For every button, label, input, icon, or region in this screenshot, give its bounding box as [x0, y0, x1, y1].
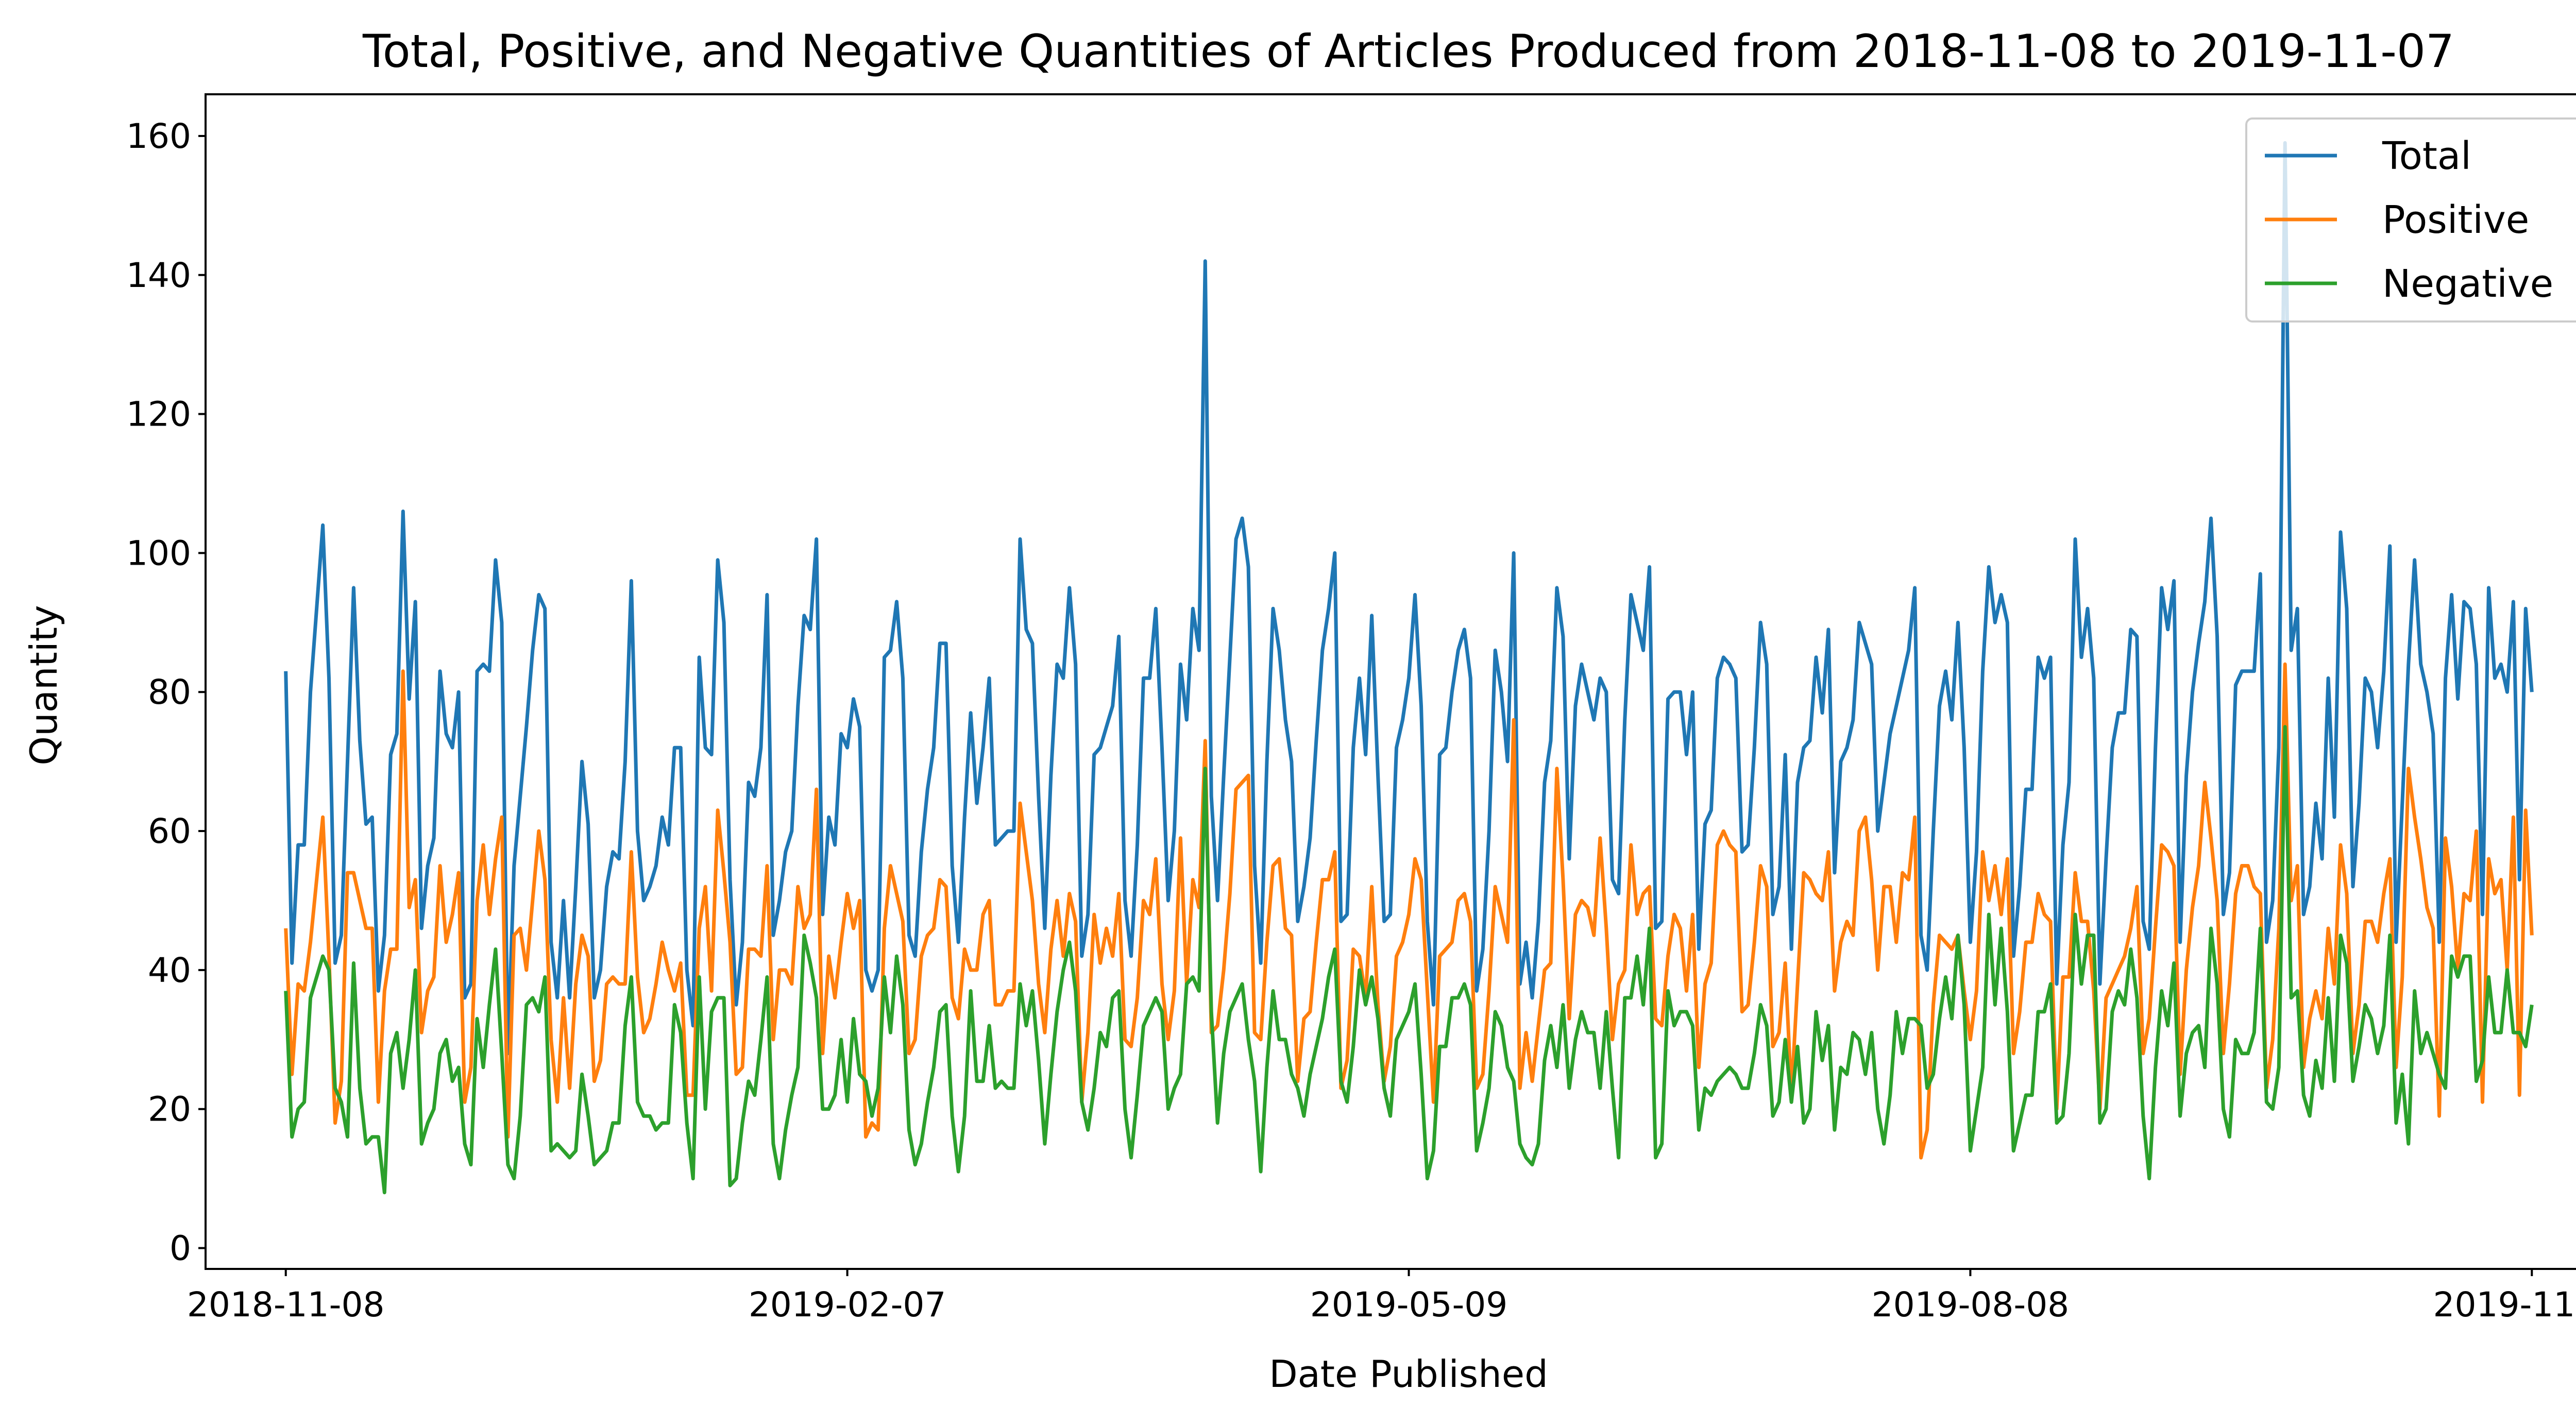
series-layer: [284, 141, 2534, 1195]
y-tick-label: 100: [126, 533, 191, 573]
y-tick-label: 0: [170, 1229, 191, 1268]
y-tick-label: 40: [148, 951, 191, 990]
x-tick-label: 2019-05-09: [1310, 1285, 1508, 1325]
y-axis-label: Quantity: [22, 605, 65, 765]
y-tick-label: 80: [148, 672, 191, 712]
series-line-total: [284, 141, 2534, 1056]
legend-label-negative: Negative: [2382, 262, 2553, 306]
legend-label-total: Total: [2382, 134, 2471, 178]
x-axis-label: Date Published: [1269, 1352, 1548, 1396]
y-tick-label: 120: [126, 395, 191, 434]
y-tick-label: 140: [126, 256, 191, 295]
series-line-negative: [284, 725, 2534, 1195]
x-axis: 2018-11-08 2019-02-07 2019-05-09 2019-08-08…: [187, 1269, 2576, 1325]
x-tick-label: 2019-11-07: [2433, 1285, 2576, 1325]
legend-box: [2245, 117, 2576, 323]
legend: Total Positive Negative: [2245, 117, 2576, 323]
x-tick-label: 2019-02-07: [749, 1285, 946, 1325]
series-line-positive: [284, 662, 2534, 1160]
y-axis: 0 20 40 60 80 100 120 140 160: [126, 116, 206, 1268]
chart-title: Total, Positive, and Negative Quantities…: [362, 25, 2454, 78]
x-tick-label: 2018-11-08: [187, 1285, 385, 1325]
y-tick-label: 160: [126, 116, 191, 156]
y-tick-label: 60: [148, 811, 191, 851]
y-tick-label: 20: [148, 1090, 191, 1129]
x-tick-label: 2019-08-08: [1872, 1285, 2070, 1325]
legend-label-positive: Positive: [2382, 198, 2529, 242]
